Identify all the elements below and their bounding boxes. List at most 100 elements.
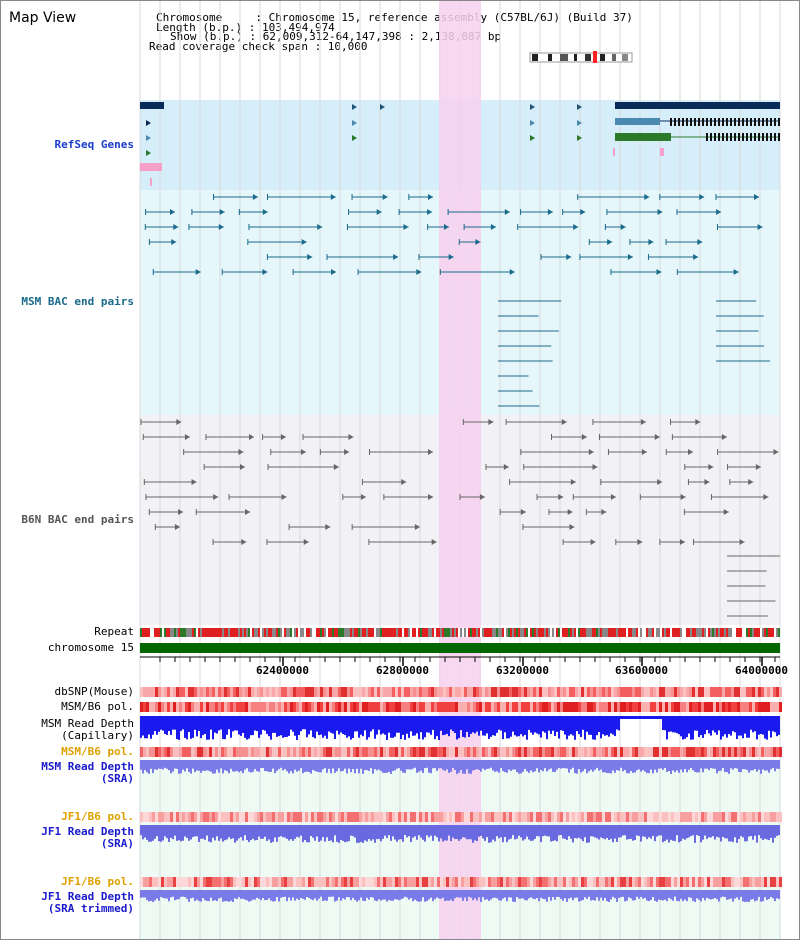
jf1-sra-depth xyxy=(494,825,496,842)
jf1-pol-cell xyxy=(308,812,311,822)
msm-pol2-cell xyxy=(455,747,458,757)
msm-sra-depth xyxy=(484,760,486,771)
jf1-trim-depth xyxy=(688,890,690,898)
track-label-jf1-depth-trimmed[interactable]: JF1 Read Depth (SRA trimmed) xyxy=(41,890,134,915)
jf1-pol-cell xyxy=(710,812,713,822)
msm-pol2-cell xyxy=(209,747,212,757)
repeat-mark xyxy=(384,628,386,637)
jf1-sra-depth xyxy=(328,825,330,841)
repeat-mark xyxy=(774,628,776,637)
jf1-trim-depth xyxy=(484,890,486,900)
jf1-sra-depth xyxy=(300,825,302,836)
jf1-pol2-cell xyxy=(275,877,278,887)
dbsnp-cell xyxy=(422,687,425,697)
jf1-pol2-cell xyxy=(395,877,398,887)
repeat-mark xyxy=(778,628,780,637)
msm-pol2-cell xyxy=(758,747,761,757)
jf1-pol-cell xyxy=(347,812,350,822)
repeat-mark xyxy=(756,628,758,637)
jf1-pol2-cell xyxy=(371,877,374,887)
track-label-repeat[interactable]: Repeat xyxy=(94,625,134,638)
repeat-mark xyxy=(478,628,480,637)
chromosome-ideogram[interactable] xyxy=(529,51,633,63)
msm-sra-depth xyxy=(384,760,386,773)
dbsnp-cell xyxy=(596,687,599,697)
msm-pol-cell xyxy=(503,702,506,712)
msm-pol-cell xyxy=(629,702,632,712)
track-label-dbsnp[interactable]: dbSNP(Mouse) xyxy=(54,685,134,698)
msm-pol-cell xyxy=(176,702,179,712)
track-label-msm-bac[interactable]: MSM BAC end pairs xyxy=(21,295,134,308)
track-label-msm-depth-sra[interactable]: MSM Read Depth (SRA) xyxy=(41,760,134,785)
track-label-b6n-bac[interactable]: B6N BAC end pairs xyxy=(21,513,134,526)
jf1-sra-depth xyxy=(748,825,750,837)
msm-pol2-cell xyxy=(143,747,146,757)
jf1-trim-depth xyxy=(168,890,170,902)
msm-sra-depth xyxy=(280,760,282,768)
msm-cap-depth xyxy=(364,716,366,731)
msm-sra-depth xyxy=(592,760,594,772)
msm-cap-depth xyxy=(220,716,222,730)
track-label-jf1-depth-sra[interactable]: JF1 Read Depth (SRA) xyxy=(41,825,134,850)
jf1-sra-depth xyxy=(182,825,184,841)
jf1-sra-depth xyxy=(704,825,706,836)
msm-sra-depth xyxy=(616,760,618,771)
jf1-pol-cell xyxy=(584,812,587,822)
repeat-mark xyxy=(738,628,740,637)
track-label-jf1-b6-pol-1[interactable]: JF1/B6 pol. xyxy=(61,810,134,823)
track-label-refseq[interactable]: RefSeq Genes xyxy=(54,138,134,151)
jf1-trim-depth xyxy=(224,890,226,902)
jf1-sra-depth xyxy=(732,825,734,842)
msm-pol2-cell xyxy=(488,747,491,757)
msm-cap-depth xyxy=(668,716,670,732)
msm-cap-depth xyxy=(270,716,272,740)
jf1-trim-depth xyxy=(732,890,734,902)
msm-cap-depth xyxy=(452,716,454,732)
repeat-mark xyxy=(578,628,580,637)
jf1-pol-cell xyxy=(698,812,701,822)
jf1-sra-depth xyxy=(468,825,470,840)
msm-cap-depth xyxy=(266,716,268,734)
jf1-pol-cell xyxy=(209,812,212,822)
jf1-pol-cell xyxy=(284,812,287,822)
jf1-pol2-cell xyxy=(194,877,197,887)
pair-arrow xyxy=(303,539,309,545)
repeat-mark xyxy=(396,628,398,637)
repeat-mark xyxy=(512,628,514,637)
dbsnp-cell xyxy=(281,687,284,697)
dbsnp-cell xyxy=(593,687,596,697)
jf1-sra-depth xyxy=(690,825,692,837)
msm-sra-depth xyxy=(158,760,160,769)
msm-pol-cell xyxy=(659,702,662,712)
msm-pol2-cell xyxy=(566,747,569,757)
msm-cap-depth xyxy=(560,716,562,731)
jf1-trim-depth xyxy=(290,890,292,901)
gene-arrow xyxy=(146,150,151,156)
jf1-sra-depth xyxy=(578,825,580,838)
repeat-mark xyxy=(372,628,374,637)
jf1-pol-cell xyxy=(398,812,401,822)
jf1-pol-cell xyxy=(350,812,353,822)
jf1-pol-cell xyxy=(758,812,761,822)
dbsnp-cell xyxy=(380,687,383,697)
jf1-trim-depth xyxy=(152,890,154,902)
jf1-sra-depth xyxy=(166,825,168,839)
repeat-mark xyxy=(750,628,752,637)
repeat-mark xyxy=(188,628,190,637)
jf1-pol-cell xyxy=(683,812,686,822)
msm-pol-cell xyxy=(149,702,152,712)
repeat-mark xyxy=(266,628,268,637)
track-label-msm-b6-pol-1[interactable]: MSM/B6 pol. xyxy=(61,700,134,713)
dbsnp-cell xyxy=(326,687,329,697)
track-label-msm-depth-capillary[interactable]: MSM Read Depth (Capillary) xyxy=(41,717,134,742)
jf1-pol-cell xyxy=(536,812,539,822)
msm-cap-depth xyxy=(152,716,154,735)
dbsnp-cell xyxy=(164,687,167,697)
jf1-pol2-cell xyxy=(278,877,281,887)
track-label-msm-b6-pol-2[interactable]: MSM/B6 pol. xyxy=(61,745,134,758)
repeat-mark xyxy=(682,628,684,637)
track-label-jf1-b6-pol-2[interactable]: JF1/B6 pol. xyxy=(61,875,134,888)
repeat-mark xyxy=(320,628,322,637)
jf1-sra-depth xyxy=(204,825,206,840)
